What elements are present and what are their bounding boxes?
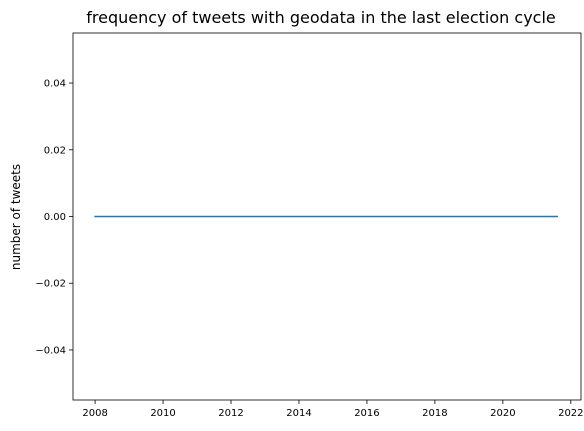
y-tick-label: 0.00 <box>44 212 66 223</box>
y-axis-label: number of tweets <box>9 164 23 270</box>
x-tick-label: 2008 <box>82 408 107 419</box>
x-tick-label: 2022 <box>558 408 583 419</box>
y-tick-label: −0.02 <box>35 279 66 290</box>
x-tick-label: 2016 <box>354 408 379 419</box>
y-tick-label: 0.04 <box>44 79 66 90</box>
x-tick-label: 2018 <box>422 408 447 419</box>
plot-area: 2008 2010 2012 2014 2016 2018 2020 2022 0.04 0.02… <box>35 32 584 419</box>
x-tick-label: 2020 <box>490 408 515 419</box>
x-tick-label: 2012 <box>218 408 243 419</box>
x-tick-label: 2010 <box>150 408 175 419</box>
x-tick-label: 2014 <box>286 408 311 419</box>
chart-title: frequency of tweets with geodata in the … <box>86 8 556 27</box>
y-tick-label: 0.02 <box>44 145 66 156</box>
y-tick-label: −0.04 <box>35 345 66 356</box>
